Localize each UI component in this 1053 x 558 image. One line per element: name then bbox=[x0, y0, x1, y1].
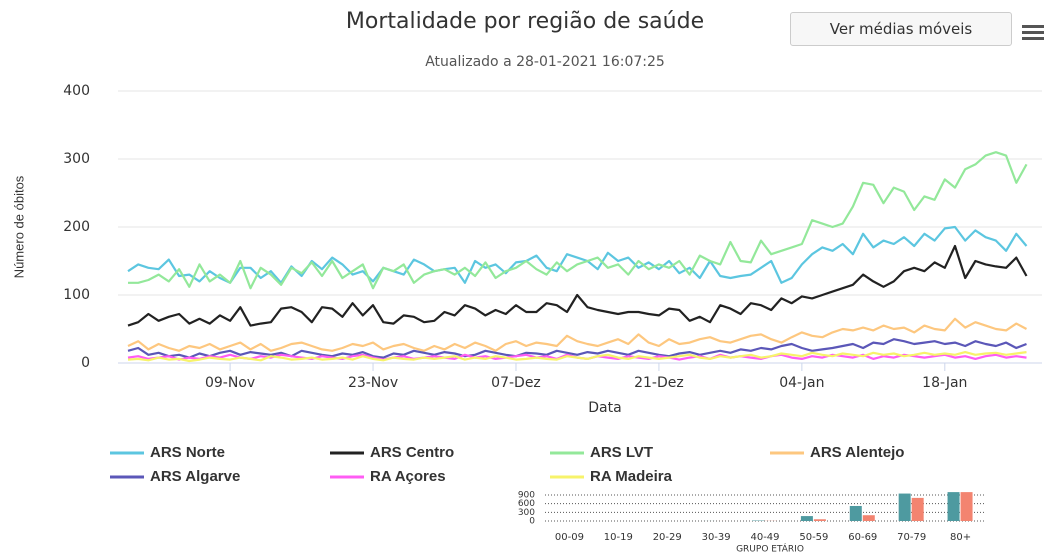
bar bbox=[862, 515, 875, 521]
series-line bbox=[128, 151, 1028, 290]
y-tick-label: 300 bbox=[63, 151, 90, 167]
y-tick-label: 200 bbox=[63, 219, 90, 235]
legend-label: ARS LVT bbox=[590, 444, 653, 461]
y-tick-label: 600 bbox=[518, 499, 535, 509]
x-tick-label: 07-Dez bbox=[491, 375, 541, 391]
y-tick-label: 0 bbox=[81, 355, 90, 371]
bar bbox=[947, 492, 960, 521]
x-axis-label: Data bbox=[588, 400, 621, 416]
x-tick-label: 00-09 bbox=[555, 532, 584, 543]
x-tick-label: 30-39 bbox=[702, 532, 731, 543]
legend-label: ARS Norte bbox=[150, 444, 225, 461]
legend-label: ARS Algarve bbox=[150, 468, 240, 485]
legend-label: ARS Alentejo bbox=[810, 444, 904, 461]
series-line bbox=[127, 225, 1028, 284]
x-tick-label: 80+ bbox=[950, 532, 971, 543]
bar bbox=[898, 493, 911, 521]
y-tick-label: 400 bbox=[63, 83, 90, 99]
legend-label: ARS Centro bbox=[370, 444, 454, 461]
bars bbox=[703, 492, 973, 521]
y-tick-label: 0 bbox=[529, 517, 535, 527]
y-tick-label: 900 bbox=[518, 491, 535, 501]
series-line bbox=[127, 351, 1027, 363]
x-tick-label: 18-Jan bbox=[922, 375, 967, 391]
bar bbox=[960, 492, 973, 521]
x-tick-label: 20-29 bbox=[653, 532, 682, 543]
bar bbox=[813, 519, 826, 521]
x-tick-label: 50-59 bbox=[799, 532, 828, 543]
x-tick-label: 70-79 bbox=[897, 532, 926, 543]
y-tick-label: 100 bbox=[63, 287, 90, 303]
x-tick-label: 23-Nov bbox=[348, 375, 398, 391]
x-tick-label: 04-Jan bbox=[779, 375, 824, 391]
chart-subtitle: Atualizado a 28-01-2021 16:07:25 bbox=[425, 54, 665, 70]
menu-icon[interactable] bbox=[1022, 25, 1044, 40]
legend-label: RA Açores bbox=[370, 468, 446, 485]
bar bbox=[911, 497, 924, 521]
x-tick-label: 09-Nov bbox=[205, 375, 255, 391]
x-tick-label: 21-Dez bbox=[634, 375, 684, 391]
series-line bbox=[127, 244, 1028, 327]
legend-label: RA Madeira bbox=[590, 468, 673, 485]
x-axis-label: GRUPO ETÁRIO bbox=[736, 543, 804, 555]
y-axis-label: Número de óbitos bbox=[11, 175, 26, 278]
moving-average-button[interactable]: Ver médias móveis bbox=[790, 12, 1012, 46]
series-line bbox=[127, 338, 1027, 359]
chart-title: Mortalidade por região de saúde bbox=[346, 9, 704, 34]
x-tick-label: 10-19 bbox=[604, 532, 633, 543]
y-tick-label: 300 bbox=[518, 508, 535, 518]
x-tick-label: 60-69 bbox=[848, 532, 877, 543]
bar bbox=[849, 505, 862, 521]
series-line bbox=[127, 317, 1028, 352]
x-tick-label: 40-49 bbox=[750, 532, 779, 543]
bar bbox=[800, 516, 813, 521]
